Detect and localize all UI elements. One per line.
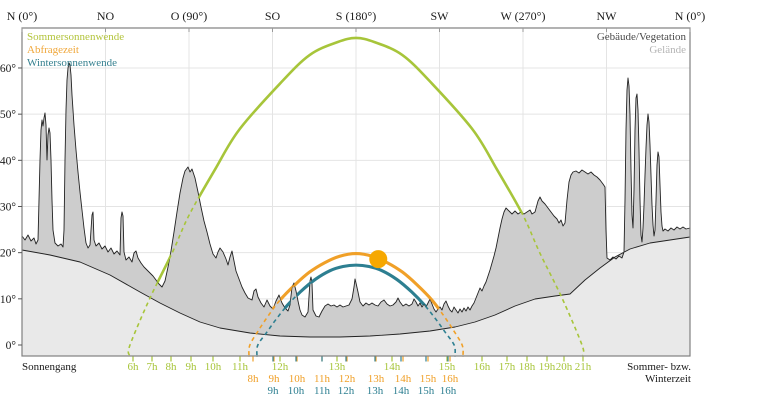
compass-label: N (0°): [7, 9, 37, 23]
legend-left: Sommersonnenwende Abfragezeit Wintersonn…: [27, 31, 124, 69]
hour-label-Wintersonnenwende: 11h: [314, 385, 331, 397]
hour-label-Wintersonnenwende: 9h: [268, 385, 280, 397]
sun-curve-solid-1: [247, 252, 465, 357]
compass-label: NO: [97, 9, 115, 23]
elevation-axis: 0° 10° 20° 30° 40° 50° 60°: [0, 63, 22, 352]
legend-query-time: Abfragezeit: [27, 44, 79, 56]
elevation-label: 0°: [6, 340, 17, 352]
legend-right: Gebäude/Vegetation Gelände: [597, 31, 687, 56]
hour-label-Wintersonnenwende: 15h: [418, 385, 435, 397]
sun-curve-solid-0: [126, 36, 586, 357]
hour-label-Abfragezeit: 14h: [395, 373, 412, 385]
hour-label-Abfragezeit: 13h: [368, 373, 385, 385]
legend-winter-solstice: Wintersonnenwende: [27, 57, 117, 69]
hour-label-Sommersonnenwende: 21h: [575, 361, 592, 373]
legend-terrain: Gelände: [649, 44, 686, 56]
elevation-label: 20°: [0, 248, 16, 260]
hour-label-Sommersonnenwende: 10h: [205, 361, 222, 373]
hour-label-Abfragezeit: 10h: [289, 373, 306, 385]
hour-label-Sommersonnenwende: 18h: [519, 361, 536, 373]
sun-curve-solid-2: [255, 263, 457, 357]
elevation-label: 10°: [0, 294, 16, 306]
compass-label: SO: [265, 9, 281, 23]
hour-label-Sommersonnenwende: 17h: [499, 361, 516, 373]
hour-axis: 6h 7h 8h 9h 10h 11h 12h 13h 14h 15h 16h 17h 18h 19h 20…: [128, 356, 592, 397]
hour-label-Abfragezeit: 8h: [248, 373, 260, 385]
hour-label-Sommersonnenwende: 13h: [329, 361, 346, 373]
hour-label-Sommersonnenwende: 8h: [166, 361, 178, 373]
compass-label: SW: [431, 9, 450, 23]
footer-summer-winter-time-line2: Winterzeit: [645, 373, 691, 385]
hour-label-Sommersonnenwende: 7h: [147, 361, 159, 373]
elevation-label: 60°: [0, 63, 16, 75]
elevation-label: 40°: [0, 155, 16, 167]
compass-axis: N (0°) NO O (90°) SO S (180°) SW W (270°) NW N (…: [7, 9, 705, 32]
elevation-label: 50°: [0, 109, 16, 121]
buildings-vegetation-silhouette: [21, 62, 691, 338]
sun-curves-solid: [126, 36, 586, 357]
hour-label-Sommersonnenwende: 14h: [384, 361, 401, 373]
sun-position-marker: [369, 250, 388, 269]
hour-label-Wintersonnenwende: 14h: [393, 385, 410, 397]
hour-label-Wintersonnenwende: 10h: [288, 385, 305, 397]
hour-label-Abfragezeit: 15h: [420, 373, 437, 385]
hour-label-Sommersonnenwende: 16h: [474, 361, 491, 373]
compass-label: O (90°): [171, 9, 207, 23]
elevation-label: 30°: [0, 201, 16, 213]
hour-label-Sommersonnenwende: 9h: [186, 361, 198, 373]
hour-label-Sommersonnenwende: 11h: [232, 361, 249, 373]
legend-buildings-vegetation: Gebäude/Vegetation: [597, 31, 687, 43]
compass-label: N (0°): [675, 9, 705, 23]
hour-label-Wintersonnenwende: 13h: [367, 385, 384, 397]
hour-label-Abfragezeit: 9h: [269, 373, 281, 385]
hour-label-Sommersonnenwende: 12h: [272, 361, 289, 373]
hour-label-Abfragezeit: 16h: [442, 373, 459, 385]
hour-label-Abfragezeit: 11h: [314, 373, 331, 385]
footer-labels: Sonnengang Sommer- bzw. Winterzeit: [22, 361, 691, 385]
footer-sun-path-label: Sonnengang: [22, 361, 77, 373]
legend-summer-solstice: Sommersonnenwende: [27, 31, 124, 43]
compass-label: W (270°): [501, 9, 546, 23]
footer-summer-winter-time-line1: Sommer- bzw.: [627, 361, 691, 373]
hour-label-Wintersonnenwende: 16h: [440, 385, 457, 397]
compass-label: NW: [597, 9, 618, 23]
compass-label: S (180°): [336, 9, 376, 23]
hour-label-Sommersonnenwende: 6h: [128, 361, 140, 373]
hour-label-Sommersonnenwende: 15h: [439, 361, 456, 373]
hour-label-Wintersonnenwende: 12h: [338, 385, 355, 397]
hour-label-Sommersonnenwende: 19h: [539, 361, 556, 373]
hour-label-Sommersonnenwende: 20h: [556, 361, 573, 373]
hour-label-Abfragezeit: 12h: [339, 373, 356, 385]
